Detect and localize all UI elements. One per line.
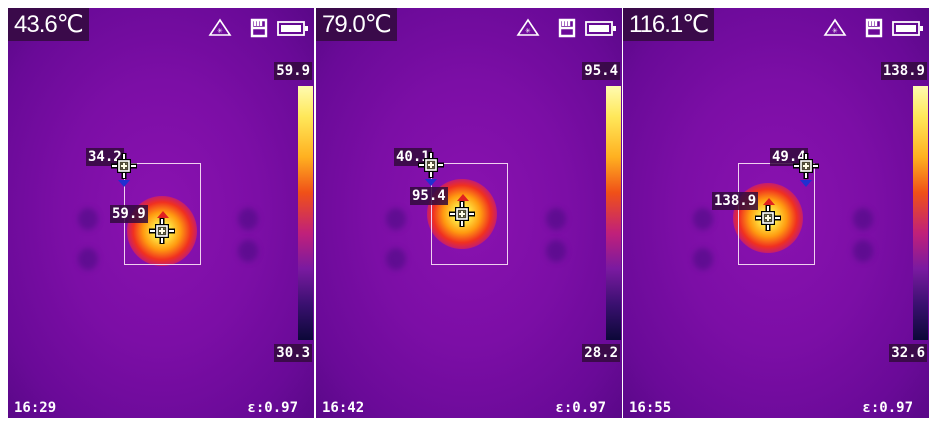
max-marker-icon [457, 194, 469, 201]
measurement-area-box[interactable] [431, 163, 508, 265]
hotspot-crosshair-icon [755, 205, 781, 231]
laser-warning-icon: ✳ [208, 18, 232, 36]
laser-warning-icon: ✳ [516, 18, 540, 36]
color-scale-bar [913, 86, 928, 340]
time: 16:55 [629, 400, 672, 416]
min-marker-icon [118, 180, 130, 187]
max-marker-icon [763, 198, 775, 205]
cursor-temperature: 40.1 [394, 148, 432, 166]
max-temperature: 59.9 [110, 205, 148, 223]
battery-icon [585, 21, 616, 36]
color-scale-bar [606, 86, 621, 340]
sd-card-icon [865, 18, 883, 38]
emissivity[interactable]: ε:0.97 [555, 400, 606, 416]
min-marker-icon [425, 179, 437, 186]
max-temperature: 95.4 [410, 187, 448, 205]
center-temperature: 116.1℃ [623, 8, 715, 41]
cursor-temperature: 49.4 [770, 148, 808, 166]
emissivity[interactable]: ε:0.97 [862, 400, 913, 416]
thermal-panel: 116.1℃ ✳ 138.9 32.6 49.4 138.9 16:55 ε:0… [623, 8, 929, 418]
cursor-temperature: 34.2 [86, 148, 124, 166]
cursor-crosshair-icon[interactable] [109, 151, 139, 181]
center-temperature: 79.0℃ [316, 8, 397, 41]
cursor-crosshair-icon[interactable] [791, 151, 821, 181]
color-scale-bar [298, 86, 313, 340]
sd-card-icon [250, 18, 268, 38]
scale-max-label: 95.4 [582, 62, 620, 80]
svg-text:✳: ✳ [525, 26, 531, 36]
time: 16:29 [14, 400, 57, 416]
battery-icon [277, 21, 308, 36]
max-marker-icon [157, 211, 169, 218]
svg-text:✳: ✳ [217, 26, 223, 36]
scale-min-label: 28.2 [582, 344, 620, 362]
cursor-crosshair-icon[interactable] [416, 150, 446, 180]
time: 16:42 [322, 400, 365, 416]
scale-max-label: 138.9 [880, 62, 927, 80]
hotspot-crosshair-icon [149, 218, 175, 244]
thermal-panel: 79.0℃ ✳ 95.4 28.2 40.1 95.4 16:42 ε:0.97 [316, 8, 622, 418]
svg-text:✳: ✳ [832, 26, 838, 36]
max-temperature: 138.9 [712, 192, 759, 210]
hotspot-crosshair-icon [449, 201, 475, 227]
min-marker-icon [800, 180, 812, 187]
emissivity[interactable]: ε:0.97 [247, 400, 298, 416]
thermal-panel: 43.6℃ ✳ 59.9 30.3 34.2 59.9 16:29 ε:0.97 [8, 8, 314, 418]
scale-min-label: 30.3 [274, 344, 312, 362]
battery-icon [892, 21, 923, 36]
center-temperature: 43.6℃ [8, 8, 89, 41]
laser-warning-icon: ✳ [823, 18, 847, 36]
sd-card-icon [558, 18, 576, 38]
scale-max-label: 59.9 [274, 62, 312, 80]
scale-min-label: 32.6 [889, 344, 927, 362]
